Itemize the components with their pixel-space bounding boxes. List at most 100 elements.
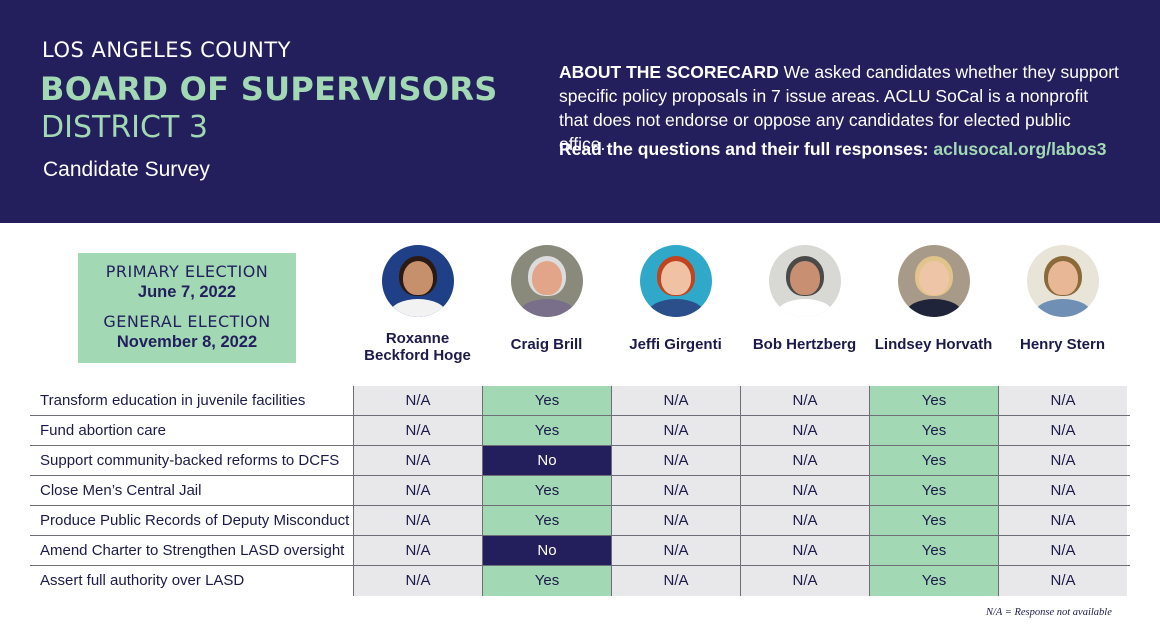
candidate-name: Roxanne Beckford Hoge bbox=[353, 330, 482, 364]
answer-cell: N/A bbox=[998, 566, 1127, 596]
table-row: Assert full authority over LASD N/A Yes N/A… bbox=[30, 566, 1130, 596]
answer-cell: N/A bbox=[611, 386, 740, 415]
primary-election-label: PRIMARY ELECTION bbox=[105, 262, 269, 281]
candidate-name-line1: Roxanne bbox=[385, 330, 450, 347]
general-election-label: GENERAL ELECTION bbox=[103, 312, 271, 331]
candidate-column: Bob Hertzberg bbox=[740, 245, 869, 353]
district-title: DISTRICT 3 bbox=[41, 110, 208, 145]
answer-cell: Yes bbox=[869, 386, 998, 415]
photo-body-shape bbox=[776, 299, 833, 317]
question-label: Transform education in juvenile faciliti… bbox=[40, 392, 306, 409]
answer-cell: N/A bbox=[611, 446, 740, 475]
answer-cell: Yes bbox=[869, 506, 998, 535]
answer-cell: N/A bbox=[740, 536, 869, 565]
candidate-column: Craig Brill bbox=[482, 245, 611, 353]
answer-cell: N/A bbox=[353, 566, 482, 596]
county-title: LOS ANGELES COUNTY bbox=[42, 38, 292, 62]
photo-face-shape bbox=[789, 261, 820, 295]
answer-cell: N/A bbox=[353, 476, 482, 505]
about-text: We asked candidates whether they support… bbox=[559, 62, 1119, 154]
answer-cell: N/A bbox=[353, 386, 482, 415]
table-row: Fund abortion care N/A Yes N/A N/A Yes N/A bbox=[30, 416, 1130, 446]
answer-cell: N/A bbox=[998, 416, 1127, 445]
answer-cell: N/A bbox=[998, 536, 1127, 565]
answer-cell: N/A bbox=[611, 506, 740, 535]
candidate-name: Henry Stern bbox=[998, 336, 1127, 353]
answer-cell: N/A bbox=[998, 476, 1127, 505]
election-dates-box: PRIMARY ELECTION June 7, 2022 GENERAL EL… bbox=[78, 253, 296, 363]
photo-face-shape bbox=[1047, 261, 1078, 295]
header-banner: LOS ANGELES COUNTY BOARD OF SUPERVISORS … bbox=[0, 0, 1160, 223]
candidate-name-line1: Craig Brill bbox=[510, 336, 583, 353]
scorecard-table: Transform education in juvenile faciliti… bbox=[30, 386, 1130, 596]
answer-cell: Yes bbox=[869, 476, 998, 505]
table-row: Produce Public Records of Deputy Miscond… bbox=[30, 506, 1130, 536]
question-label: Amend Charter to Strengthen LASD oversig… bbox=[40, 542, 345, 559]
answer-cell: Yes bbox=[482, 566, 611, 596]
read-more-link[interactable]: aclusocal.org/labos3 bbox=[933, 139, 1107, 159]
answer-cell: N/A bbox=[998, 446, 1127, 475]
answer-cell: Yes bbox=[869, 416, 998, 445]
answer-cell: N/A bbox=[740, 416, 869, 445]
candidate-name-line1: Bob Hertzberg bbox=[752, 336, 857, 353]
footnote: N/A = Response not available bbox=[986, 607, 1112, 618]
read-more: Read the questions and their full respon… bbox=[559, 139, 1139, 160]
candidate-photo bbox=[381, 245, 454, 317]
table-row: Transform education in juvenile faciliti… bbox=[30, 386, 1130, 416]
candidate-column: Roxanne Beckford Hoge bbox=[353, 245, 482, 364]
answer-cell: Yes bbox=[869, 536, 998, 565]
answer-cell: N/A bbox=[740, 566, 869, 596]
answer-cell: Yes bbox=[482, 386, 611, 415]
table-row: Close Men’s Central Jail N/A Yes N/A N/A Yes N… bbox=[30, 476, 1130, 506]
candidate-photo bbox=[768, 245, 841, 317]
answer-cell: N/A bbox=[740, 476, 869, 505]
answer-cell: N/A bbox=[740, 446, 869, 475]
candidate-name: Bob Hertzberg bbox=[740, 336, 869, 353]
photo-body-shape bbox=[647, 299, 704, 317]
read-more-text: Read the questions and their full respon… bbox=[559, 139, 929, 159]
answer-cell: N/A bbox=[611, 476, 740, 505]
board-title: BOARD OF SUPERVISORS bbox=[40, 70, 498, 108]
candidate-name: Lindsey Horvath bbox=[869, 336, 998, 353]
answer-cell: N/A bbox=[353, 416, 482, 445]
candidate-photo bbox=[639, 245, 712, 317]
question-label: Fund abortion care bbox=[40, 422, 166, 439]
photo-face-shape bbox=[402, 261, 433, 295]
photo-body-shape bbox=[905, 299, 962, 317]
answer-cell: Yes bbox=[482, 416, 611, 445]
answer-cell: Yes bbox=[482, 506, 611, 535]
photo-body-shape bbox=[1034, 299, 1091, 317]
candidate-name-line1: Jeffi Girgenti bbox=[629, 336, 722, 353]
answer-cell: Yes bbox=[869, 446, 998, 475]
candidate-name-line1: Lindsey Horvath bbox=[874, 336, 993, 353]
photo-face-shape bbox=[660, 261, 691, 295]
survey-subtitle: Candidate Survey bbox=[43, 158, 210, 181]
answer-cell: No bbox=[482, 536, 611, 565]
answer-cell: Yes bbox=[482, 476, 611, 505]
question-label: Close Men’s Central Jail bbox=[40, 482, 202, 499]
photo-face-shape bbox=[531, 261, 562, 295]
answer-cell: N/A bbox=[611, 416, 740, 445]
photo-body-shape bbox=[518, 299, 575, 317]
candidate-column: Lindsey Horvath bbox=[869, 245, 998, 353]
question-label: Produce Public Records of Deputy Miscond… bbox=[40, 512, 350, 529]
candidate-name: Craig Brill bbox=[482, 336, 611, 353]
photo-face-shape bbox=[918, 261, 949, 295]
question-label: Support community-backed reforms to DCFS bbox=[40, 452, 340, 469]
answer-cell: N/A bbox=[611, 536, 740, 565]
candidate-column: Henry Stern bbox=[998, 245, 1127, 353]
answer-cell: N/A bbox=[353, 536, 482, 565]
photo-body-shape bbox=[389, 299, 446, 317]
about-scorecard: ABOUT THE SCORECARD We asked candidates … bbox=[559, 60, 1119, 156]
candidate-photo bbox=[897, 245, 970, 317]
answer-cell: N/A bbox=[353, 446, 482, 475]
candidate-name: Jeffi Girgenti bbox=[611, 336, 740, 353]
answer-cell: N/A bbox=[998, 386, 1127, 415]
candidate-column: Jeffi Girgenti bbox=[611, 245, 740, 353]
answer-cell: N/A bbox=[611, 566, 740, 596]
about-label: ABOUT THE SCORECARD bbox=[559, 62, 779, 82]
table-row: Support community-backed reforms to DCFS… bbox=[30, 446, 1130, 476]
answer-cell: N/A bbox=[353, 506, 482, 535]
answer-cell: N/A bbox=[998, 506, 1127, 535]
answer-cell: N/A bbox=[740, 386, 869, 415]
